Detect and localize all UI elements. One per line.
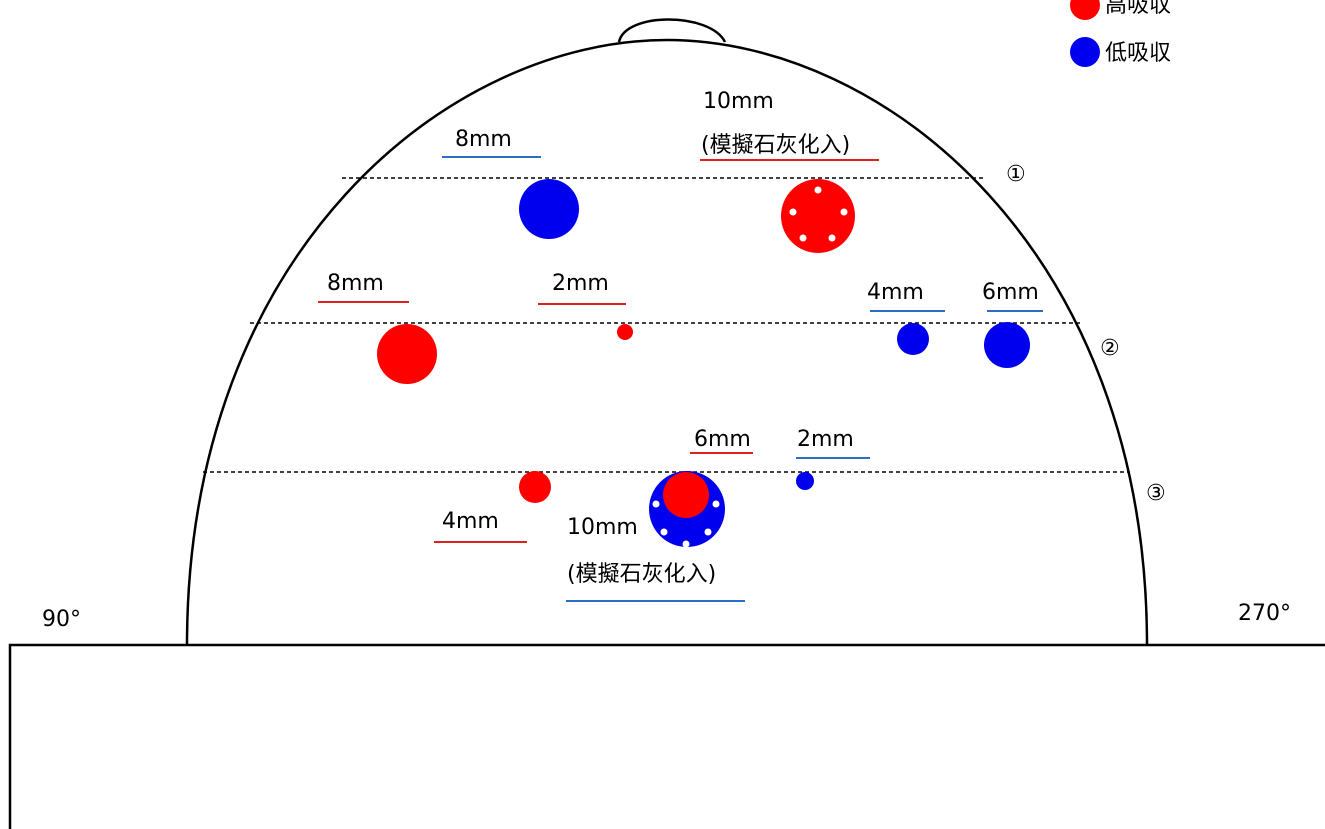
legend-low-label: 低吸収 xyxy=(1105,41,1171,66)
calcification-dot xyxy=(814,186,822,194)
section-marker-2: ② xyxy=(1100,336,1120,361)
phantom-top-knob xyxy=(617,18,727,43)
calcification-dot xyxy=(828,234,836,242)
angle-label-right: 270° xyxy=(1238,601,1291,626)
label-row3-high-4mm: 4mm xyxy=(442,509,499,534)
label-row2-low-4mm: 4mm xyxy=(867,280,924,305)
label-row3-low-10mm-note: (模擬石灰化入) xyxy=(567,562,716,587)
label-row2-high-2mm: 2mm xyxy=(552,271,609,296)
legend-high-label: 高吸収 xyxy=(1105,0,1171,18)
low-absorption-8mm-row1 xyxy=(519,179,579,239)
high-absorption-2mm-row2 xyxy=(617,324,633,340)
label-row2-low-6mm: 6mm xyxy=(982,280,1039,305)
calcification-dot xyxy=(660,528,668,536)
legend-low-marker xyxy=(1070,37,1100,67)
high-absorption-10mm-calcified-row1 xyxy=(781,179,855,253)
calcification-dot xyxy=(799,234,807,242)
phantom-dome-outline xyxy=(185,38,1149,646)
section-marker-1: ① xyxy=(1006,162,1026,187)
calcification-dot xyxy=(652,500,660,508)
label-row1-high-10mm-note: (模擬石灰化入) xyxy=(701,133,850,158)
section-marker-3: ③ xyxy=(1146,481,1166,506)
label-row3-low-10mm: 10mm xyxy=(567,515,638,540)
angle-label-left: 90° xyxy=(42,607,81,632)
high-absorption-8mm-row2 xyxy=(377,324,437,384)
label-row2-high-8mm: 8mm xyxy=(327,271,384,296)
calcification-dot xyxy=(682,540,690,548)
legend-high-marker xyxy=(1070,0,1100,20)
label-row3-high-6mm: 6mm xyxy=(694,427,751,452)
label-row1-high-10mm: 10mm xyxy=(703,89,774,114)
low-absorption-4mm-row2 xyxy=(897,323,929,355)
calcification-dot xyxy=(712,500,720,508)
label-row3-low-2mm: 2mm xyxy=(797,427,854,452)
low-absorption-2mm-row3 xyxy=(796,472,814,490)
calcification-dot xyxy=(704,528,712,536)
calcification-dot xyxy=(789,208,797,216)
low-absorption-6mm-row2 xyxy=(984,322,1030,368)
calcification-dot xyxy=(840,208,848,216)
label-row1-low-8mm: 8mm xyxy=(455,127,512,152)
base-table-outline xyxy=(8,643,1325,829)
high-absorption-6mm-row3 xyxy=(663,472,709,518)
high-absorption-4mm-row3 xyxy=(519,471,551,503)
